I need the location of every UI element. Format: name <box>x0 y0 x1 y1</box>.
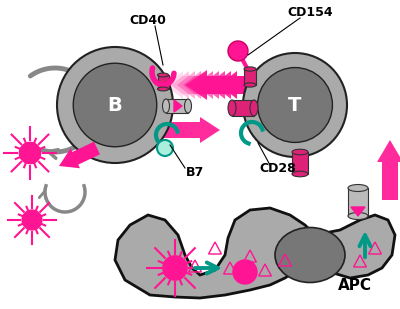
Polygon shape <box>174 100 182 112</box>
Circle shape <box>73 63 157 147</box>
Ellipse shape <box>184 99 192 113</box>
Circle shape <box>243 53 347 157</box>
Bar <box>292 152 308 174</box>
FancyArrow shape <box>185 70 260 100</box>
FancyArrow shape <box>195 71 265 99</box>
Bar <box>166 99 188 113</box>
Text: APC: APC <box>338 277 372 293</box>
FancyArrow shape <box>201 71 265 99</box>
Ellipse shape <box>162 99 170 113</box>
Text: CD28: CD28 <box>260 162 296 175</box>
FancyArrow shape <box>171 71 265 99</box>
Ellipse shape <box>158 87 168 91</box>
Text: CD40: CD40 <box>130 14 166 27</box>
Circle shape <box>157 140 173 156</box>
Bar <box>158 75 168 89</box>
Circle shape <box>20 142 40 163</box>
FancyArrow shape <box>377 140 400 200</box>
FancyArrow shape <box>207 71 265 99</box>
Ellipse shape <box>275 227 345 282</box>
Circle shape <box>22 210 42 230</box>
FancyArrow shape <box>189 71 265 99</box>
FancyArrow shape <box>219 71 265 99</box>
Ellipse shape <box>348 184 368 192</box>
FancyArrow shape <box>59 142 100 168</box>
Ellipse shape <box>228 100 236 116</box>
Ellipse shape <box>292 149 308 155</box>
Ellipse shape <box>348 213 368 219</box>
Circle shape <box>228 41 248 61</box>
Circle shape <box>233 260 257 284</box>
Bar <box>232 100 254 116</box>
FancyArrow shape <box>177 71 265 99</box>
Text: B7: B7 <box>186 166 204 179</box>
FancyArrow shape <box>145 117 220 143</box>
Polygon shape <box>115 208 395 298</box>
Ellipse shape <box>244 83 256 87</box>
Circle shape <box>163 256 187 280</box>
Ellipse shape <box>244 67 256 71</box>
Text: B: B <box>108 95 122 115</box>
Ellipse shape <box>250 100 258 116</box>
FancyArrow shape <box>213 71 265 99</box>
Text: T: T <box>288 95 302 115</box>
Ellipse shape <box>158 73 168 77</box>
Circle shape <box>258 68 332 142</box>
FancyArrow shape <box>183 71 265 99</box>
Bar <box>244 69 256 85</box>
Polygon shape <box>351 207 365 216</box>
Ellipse shape <box>292 171 308 177</box>
FancyArrow shape <box>165 71 265 99</box>
Circle shape <box>57 47 173 163</box>
Bar <box>348 188 368 216</box>
Text: CD154: CD154 <box>287 6 333 19</box>
